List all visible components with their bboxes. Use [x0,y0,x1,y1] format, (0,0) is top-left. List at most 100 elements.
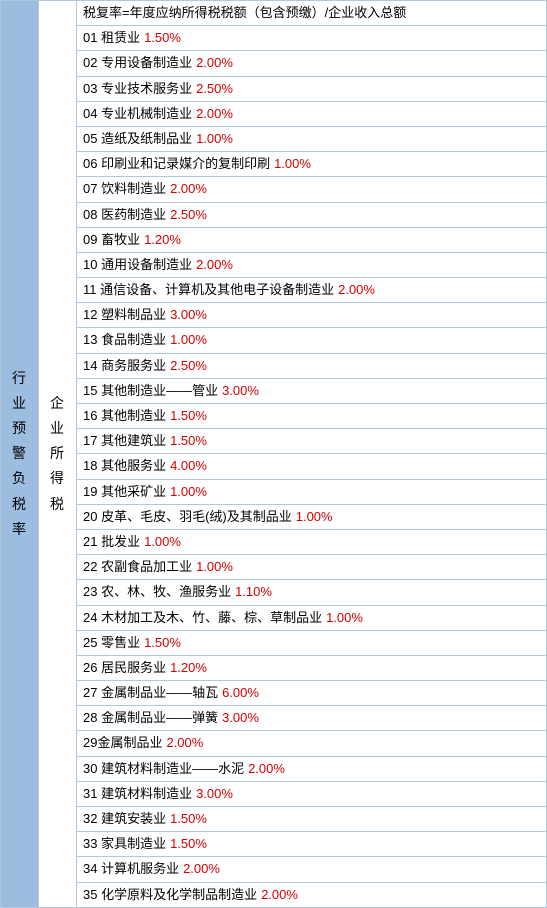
row-percent: 1.00% [274,155,311,173]
row-percent: 2.00% [196,105,233,123]
table-row: 28 金属制品业——弹簧3.00% [77,706,546,731]
table-row: 17 其他建筑业1.50% [77,429,546,454]
row-percent: 4.00% [170,457,207,475]
row-percent: 1.10% [235,583,272,601]
table-row: 16 其他制造业1.50% [77,404,546,429]
row-label: 15 其他制造业——管业 [83,382,218,400]
row-label: 34 计算机服务业 [83,860,179,878]
row-percent: 1.00% [296,508,333,526]
table-row: 29金属制品业2.00% [77,731,546,756]
row-label: 22 农副食品加工业 [83,558,192,576]
row-label: 28 金属制品业——弹簧 [83,709,218,727]
row-percent: 2.00% [166,734,203,752]
row-percent: 2.00% [248,760,285,778]
row-label: 25 零售业 [83,634,140,652]
row-label: 20 皮革、毛皮、羽毛(绒)及其制品业 [83,508,292,526]
row-label: 14 商务服务业 [83,357,166,375]
table-row: 04 专业机械制造业2.00% [77,102,546,127]
formula-row: 税复率=年度应纳所得税税额（包含预缴）/企业收入总额 [77,1,546,26]
row-percent: 2.00% [196,256,233,274]
table-row: 23 农、林、牧、渔服务业1.10% [77,580,546,605]
row-percent: 1.50% [170,835,207,853]
table-row: 34 计算机服务业2.00% [77,857,546,882]
row-percent: 6.00% [222,684,259,702]
row-label: 23 农、林、牧、渔服务业 [83,583,231,601]
table-row: 19 其他采矿业1.00% [77,480,546,505]
row-label: 09 畜牧业 [83,231,140,249]
row-label: 26 居民服务业 [83,659,166,677]
row-label: 18 其他服务业 [83,457,166,475]
row-percent: 1.00% [196,558,233,576]
row-label: 17 其他建筑业 [83,432,166,450]
row-percent: 1.50% [170,432,207,450]
table-row: 05 造纸及纸制品业1.00% [77,127,546,152]
row-percent: 1.00% [144,533,181,551]
row-percent: 1.20% [144,231,181,249]
table-row: 30 建筑材料制造业——水泥2.00% [77,757,546,782]
table-row: 02 专用设备制造业2.00% [77,51,546,76]
table-row: 18 其他服务业4.00% [77,454,546,479]
row-label: 08 医药制造业 [83,206,166,224]
row-percent: 2.50% [170,357,207,375]
row-label: 02 专用设备制造业 [83,54,192,72]
table-row: 32 建筑安装业1.50% [77,807,546,832]
table-row: 25 零售业1.50% [77,631,546,656]
row-label: 06 印刷业和记录媒介的复制印刷 [83,155,270,173]
row-label: 13 食品制造业 [83,331,166,349]
row-percent: 1.50% [144,29,181,47]
category-header: 行业预警负税率 [1,1,39,907]
table-row: 11 通信设备、计算机及其他电子设备制造业2.00% [77,278,546,303]
row-percent: 1.50% [144,634,181,652]
table-row: 12 塑料制品业3.00% [77,303,546,328]
row-percent: 3.00% [222,709,259,727]
row-percent: 1.00% [326,609,363,627]
table-row: 24 木材加工及木、竹、藤、棕、草制品业1.00% [77,606,546,631]
row-percent: 2.00% [338,281,375,299]
row-percent: 1.00% [170,483,207,501]
table-row: 33 家具制造业1.50% [77,832,546,857]
row-label: 32 建筑安装业 [83,810,166,828]
subcategory-header: 企业所得税 [39,1,77,907]
row-label: 16 其他制造业 [83,407,166,425]
row-label: 05 造纸及纸制品业 [83,130,192,148]
row-label: 21 批发业 [83,533,140,551]
table-content: 税复率=年度应纳所得税税额（包含预缴）/企业收入总额 01 租赁业1.50%02… [77,1,546,907]
table-row: 14 商务服务业2.50% [77,354,546,379]
row-label: 10 通用设备制造业 [83,256,192,274]
row-percent: 1.20% [170,659,207,677]
table-row: 35 化学原料及化学制品制造业2.00% [77,883,546,907]
tax-rate-table: 行业预警负税率 企业所得税 税复率=年度应纳所得税税额（包含预缴）/企业收入总额… [0,0,547,908]
row-label: 19 其他采矿业 [83,483,166,501]
subcategory-header-label: 企业所得税 [45,391,70,517]
row-label: 33 家具制造业 [83,835,166,853]
row-label: 24 木材加工及木、竹、藤、棕、草制品业 [83,609,322,627]
table-row: 15 其他制造业——管业3.00% [77,379,546,404]
row-percent: 2.00% [170,180,207,198]
formula-text: 税复率=年度应纳所得税税额（包含预缴）/企业收入总额 [83,5,406,20]
rows-container: 01 租赁业1.50%02 专用设备制造业2.00%03 专业技术服务业2.50… [77,26,546,907]
row-percent: 1.50% [170,407,207,425]
row-percent: 2.00% [196,54,233,72]
row-percent: 3.00% [196,785,233,803]
table-row: 31 建筑材料制造业3.00% [77,782,546,807]
category-header-label: 行业预警负税率 [7,366,32,542]
table-row: 01 租赁业1.50% [77,26,546,51]
row-label: 12 塑料制品业 [83,306,166,324]
table-row: 21 批发业1.00% [77,530,546,555]
row-label: 27 金属制品业——轴瓦 [83,684,218,702]
table-row: 27 金属制品业——轴瓦6.00% [77,681,546,706]
row-percent: 2.50% [196,80,233,98]
table-row: 09 畜牧业1.20% [77,228,546,253]
row-percent: 1.50% [170,810,207,828]
row-label: 31 建筑材料制造业 [83,785,192,803]
table-row: 10 通用设备制造业2.00% [77,253,546,278]
row-label: 11 通信设备、计算机及其他电子设备制造业 [83,281,334,299]
table-row: 20 皮革、毛皮、羽毛(绒)及其制品业1.00% [77,505,546,530]
row-percent: 3.00% [222,382,259,400]
row-percent: 2.00% [261,886,298,904]
row-percent: 2.00% [183,860,220,878]
row-label: 29金属制品业 [83,734,162,752]
row-percent: 1.00% [196,130,233,148]
table-row: 22 农副食品加工业1.00% [77,555,546,580]
row-percent: 2.50% [170,206,207,224]
